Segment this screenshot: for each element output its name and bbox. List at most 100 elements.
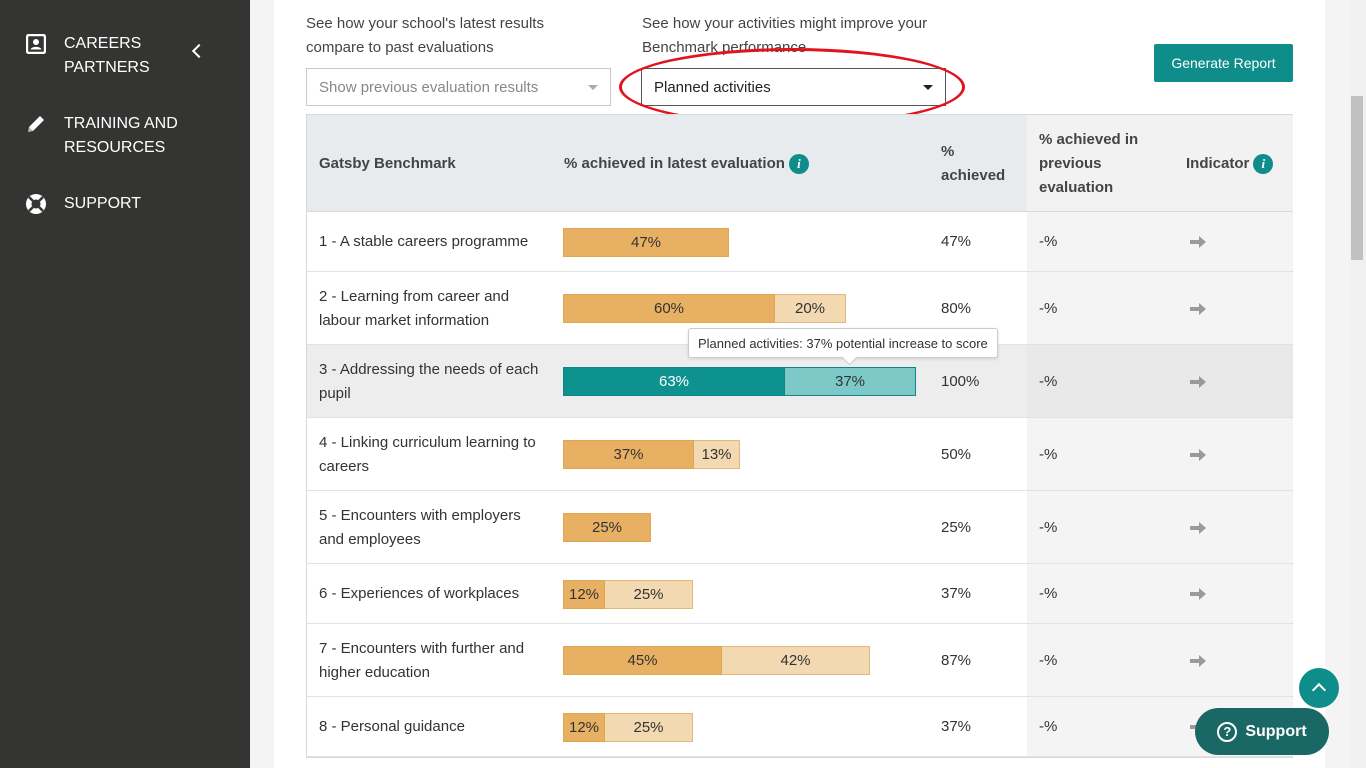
page-scrollbar[interactable]	[1349, 0, 1366, 768]
arrow-right-icon	[1190, 302, 1206, 315]
benchmark-name: 6 - Experiences of workplaces	[319, 585, 520, 602]
tooltip-text: Planned activities: 37% potential increa…	[698, 335, 988, 351]
header-latest-text: % achieved in latest evaluation	[564, 155, 785, 172]
previous-percent: -%	[1039, 651, 1058, 669]
previous-percent: -%	[1039, 233, 1058, 250]
sidebar-item-label: SUPPORT	[64, 195, 142, 212]
sidebar: CAREERS PARTNERS TRAINING AND RESOURCES …	[0, 0, 250, 768]
previous-column-bg	[1027, 345, 1293, 417]
benchmark-name: 4 - Linking curriculum learning to caree…	[319, 433, 536, 475]
previous-column-bg	[1027, 418, 1293, 490]
arrow-right-icon	[1190, 521, 1206, 534]
sidebar-item-label: TRAINING AND RESOURCES	[64, 115, 178, 156]
sidebar-item-support[interactable]: SUPPORT	[24, 192, 234, 216]
previous-column-bg	[1027, 212, 1293, 271]
info-icon[interactable]: i	[1253, 154, 1274, 174]
achieved-percent: 25%	[941, 518, 972, 536]
activities-label: See how your activities might improve yo…	[642, 15, 928, 56]
current-score-segment[interactable]: 60%	[563, 294, 775, 323]
achieved-percent: 37%	[941, 718, 972, 735]
pencil-icon	[24, 112, 48, 136]
arrow-right-icon	[1190, 588, 1206, 600]
previous-percent: -%	[1039, 372, 1058, 390]
contact-card-icon	[24, 32, 48, 56]
current-score-segment[interactable]: 25%	[563, 513, 651, 542]
sidebar-item-label: CAREERS PARTNERS	[64, 35, 150, 76]
support-label: Support	[1245, 722, 1307, 740]
benchmark-name: 8 - Personal guidance	[319, 718, 465, 735]
planned-activities-select[interactable]: Planned activities	[641, 68, 946, 106]
previous-percent: -%	[1039, 445, 1058, 463]
header-indicator: Indicator i	[1186, 152, 1274, 176]
previous-column-bg	[1027, 272, 1293, 344]
previous-column-bg	[1027, 624, 1293, 696]
benchmark-name: 3 - Addressing the needs of each pupil	[319, 360, 539, 402]
generate-report-button[interactable]: Generate Report	[1154, 44, 1293, 82]
score-bar[interactable]: 37% 13%	[563, 440, 740, 469]
benchmark-table: Gatsby Benchmark % achieved in latest ev…	[306, 114, 1293, 758]
table-row: 6 - Experiences of workplaces 12% 25% 37% -%	[307, 564, 1293, 624]
achieved-percent: 80%	[941, 299, 972, 317]
planned-score-segment[interactable]: 37%	[785, 367, 916, 396]
benchmark-name: 7 - Encounters with further and higher e…	[319, 639, 525, 681]
previous-evaluation-select[interactable]: Show previous evaluation results	[306, 68, 611, 106]
planned-activities-tooltip: Planned activities: 37% potential increa…	[688, 328, 998, 358]
arrow-right-icon	[1190, 448, 1206, 461]
chevron-left-icon[interactable]	[191, 43, 207, 59]
lifebuoy-icon	[24, 192, 48, 216]
planned-score-segment[interactable]: 42%	[722, 646, 870, 675]
scrollbar-thumb[interactable]	[1351, 96, 1363, 260]
chevron-up-icon	[1311, 682, 1327, 698]
achieved-percent: 47%	[941, 233, 972, 250]
arrow-right-icon	[1190, 375, 1206, 388]
score-bar[interactable]: 12% 25%	[563, 712, 693, 742]
sidebar-item-training[interactable]: TRAINING AND RESOURCES	[24, 112, 234, 160]
achieved-percent: 100%	[941, 372, 980, 390]
current-score-segment[interactable]: 12%	[563, 579, 605, 609]
current-score-segment[interactable]: 37%	[563, 440, 694, 469]
table-row: 5 - Encounters with employers and employ…	[307, 491, 1293, 564]
achieved-percent: 50%	[941, 445, 972, 463]
support-button[interactable]: ? Support	[1195, 708, 1329, 755]
score-bar[interactable]: 45% 42%	[563, 646, 870, 675]
planned-score-segment[interactable]: 20%	[775, 294, 846, 323]
header-benchmark: Gatsby Benchmark	[319, 155, 456, 172]
previous-column-bg	[1027, 491, 1293, 563]
score-bar[interactable]: 60% 20%	[563, 294, 846, 323]
planned-score-segment[interactable]: 13%	[694, 440, 740, 469]
select-value: Show previous evaluation results	[319, 78, 539, 96]
score-bar[interactable]: 12% 25%	[563, 579, 693, 609]
current-score-segment[interactable]: 47%	[563, 227, 729, 257]
previous-percent: -%	[1039, 718, 1058, 735]
info-icon[interactable]: i	[788, 154, 809, 174]
previous-percent: -%	[1039, 585, 1058, 602]
previous-column-bg	[1027, 115, 1293, 211]
score-bar[interactable]: 63% 37%	[563, 367, 916, 396]
header-latest: % achieved in latest evaluation i	[564, 152, 809, 176]
score-bar[interactable]: 25%	[563, 513, 651, 542]
sidebar-item-careers-partners[interactable]: CAREERS PARTNERS	[24, 32, 234, 80]
planned-score-segment[interactable]: 25%	[605, 579, 693, 609]
current-score-segment[interactable]: 45%	[563, 646, 722, 675]
header-previous: % achieved in previous evaluation	[1039, 131, 1139, 196]
help-icon: ?	[1217, 721, 1238, 742]
previous-percent: -%	[1039, 518, 1058, 536]
current-score-segment[interactable]: 12%	[563, 712, 605, 742]
select-value: Planned activities	[654, 78, 771, 96]
arrow-right-icon	[1190, 654, 1206, 667]
table-row: 8 - Personal guidance 12% 25% 37% -%	[307, 697, 1293, 757]
current-score-segment[interactable]: 63%	[563, 367, 785, 396]
benchmark-name: 2 - Learning from career and labour mark…	[319, 287, 510, 329]
benchmark-name: 1 - A stable careers programme	[319, 233, 529, 250]
arrow-right-icon	[1190, 236, 1206, 248]
table-row: 7 - Encounters with further and higher e…	[307, 624, 1293, 697]
planned-score-segment[interactable]: 25%	[605, 712, 693, 742]
achieved-percent: 87%	[941, 651, 972, 669]
table-row: 1 - A stable careers programme 47% 47% -%	[307, 212, 1293, 272]
scroll-to-top-button[interactable]	[1299, 668, 1339, 708]
previous-evaluation-label: See how your school's latest results com…	[306, 15, 544, 56]
table-header: Gatsby Benchmark % achieved in latest ev…	[307, 115, 1293, 212]
benchmark-name: 5 - Encounters with employers and employ…	[319, 506, 521, 548]
table-row: 4 - Linking curriculum learning to caree…	[307, 418, 1293, 491]
score-bar[interactable]: 47%	[563, 227, 729, 257]
